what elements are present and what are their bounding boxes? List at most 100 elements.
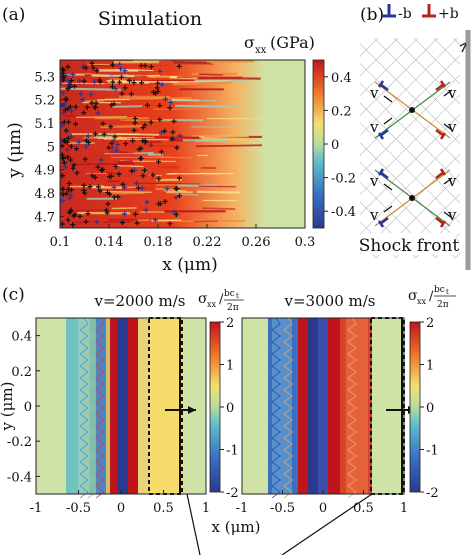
a-dislocation-marker (109, 145, 115, 151)
panel-c-xlabel: x (μm) (212, 518, 261, 536)
panel-a-yticks: 5.3 5.2 5.1 5 4.9 4.8 4.7 (34, 70, 64, 225)
a-dislocation-marker (173, 194, 179, 200)
a-ytick-label: 5.1 (34, 117, 55, 132)
a-dislocation-marker (77, 213, 83, 219)
a-dislocation-marker (162, 199, 168, 205)
velocity-label: v (447, 118, 457, 136)
velocity-label: v (369, 206, 379, 224)
panel-c-right-title: v=3000 m/s (284, 292, 376, 310)
a-streak (198, 76, 261, 80)
a-dislocation-marker (97, 188, 103, 194)
panel-a-colorbar-unit: (GPa) (270, 33, 315, 52)
a-streak (75, 116, 127, 119)
svg-text:xx: xx (207, 300, 217, 309)
a-dislocation-marker (65, 154, 71, 160)
a-streak (144, 97, 192, 100)
a-streak (98, 162, 135, 166)
a-xtick-label: 0.18 (144, 235, 173, 250)
a-dislocation-marker (110, 138, 116, 144)
svg-text:σ: σ (408, 288, 418, 304)
svg-text:2π: 2π (437, 300, 449, 310)
a-dislocation-marker (143, 207, 149, 213)
a-dislocation-marker (134, 180, 140, 186)
a-dislocation-marker (82, 156, 88, 162)
a-dislocation-marker (140, 138, 146, 144)
a-dislocation-marker (108, 124, 114, 130)
a-dislocation-marker (140, 125, 146, 131)
a-dislocation-marker (148, 64, 154, 70)
a-dislocation-marker (177, 133, 183, 139)
a-dislocation-marker (83, 144, 89, 150)
a-dislocation-marker (157, 103, 163, 109)
a-xtick-label: 0.22 (193, 235, 222, 250)
c-cbtick-label: 2 (226, 316, 234, 331)
velocity-label: v (369, 172, 379, 190)
shock-front-label: Shock front (359, 236, 460, 256)
a-dislocation-marker (71, 213, 77, 219)
c-xtick-label: -0.5 (270, 501, 295, 516)
a-dislocation-marker (157, 68, 163, 74)
neg-b-label: -b (398, 6, 412, 22)
panel-c-left-title: v=2000 m/s (94, 292, 186, 310)
a-dislocation-marker (92, 131, 98, 137)
a-dislocation-marker (70, 165, 76, 171)
c-cbtick-label: -2 (226, 486, 239, 501)
a-dislocation-marker (118, 74, 124, 80)
a-dislocation-marker (128, 91, 134, 97)
c-xtick-label: 0 (319, 501, 327, 516)
velocity-label: v (447, 84, 457, 102)
a-dislocation-marker (61, 110, 67, 116)
a-dislocation-marker (105, 190, 111, 196)
a-streak (198, 73, 224, 76)
c-xtick-label: 1 (202, 501, 210, 516)
a-dislocation-marker (132, 116, 138, 122)
a-xtick-label: 0.26 (242, 235, 271, 250)
a-dislocation-marker (61, 67, 67, 73)
a-dislocation-marker (122, 85, 128, 91)
a-dislocation-marker (94, 68, 100, 74)
a-dislocation-marker (92, 174, 98, 180)
a-dislocation-marker (122, 68, 128, 74)
a-dislocation-marker (121, 185, 127, 191)
a-streak (101, 190, 152, 193)
a-dislocation-marker (95, 184, 101, 190)
a-dislocation-marker (177, 193, 183, 199)
a-dislocation-marker (89, 173, 95, 179)
a-dislocation-marker (131, 80, 137, 86)
a-dislocation-marker (63, 97, 69, 103)
a-dislocation-marker (119, 91, 125, 97)
c-cbtick-label: -1 (426, 444, 439, 459)
panel-a-xticks: 0.1 0.14 0.18 0.22 0.26 0.3 (50, 224, 316, 250)
a-dislocation-marker (64, 147, 70, 153)
a-dislocation-marker (74, 170, 80, 176)
a-dislocation-marker (81, 182, 87, 188)
a-cbtick-label: 0.2 (331, 104, 352, 119)
a-streak (198, 185, 236, 188)
a-dislocation-marker (138, 155, 144, 161)
a-dislocation-marker (88, 91, 94, 97)
a-dislocation-marker (110, 79, 116, 85)
panel-a-colorbar-sub: xx (255, 45, 267, 56)
a-dislocation-marker (173, 211, 179, 217)
a-streak (190, 170, 215, 172)
a-ytick-label: 4.8 (34, 187, 55, 202)
a-ytick-label: 4.9 (34, 164, 55, 179)
a-dislocation-marker (65, 135, 71, 141)
a-dislocation-marker (89, 60, 95, 66)
svg-text:/: / (219, 292, 224, 307)
a-xtick-label: 0.3 (295, 235, 316, 250)
a-streak (158, 165, 180, 169)
velocity-label: v (369, 118, 379, 136)
a-streak (109, 151, 129, 154)
lattice-diagram (360, 30, 471, 270)
panel-c-right-colorbar: 2 1 0 -1 -2 (409, 316, 439, 501)
svg-text:t: t (446, 288, 449, 296)
c-fringe (347, 317, 357, 499)
a-dislocation-marker (155, 159, 161, 165)
a-dislocation-marker (73, 121, 79, 127)
a-dislocation-marker (117, 61, 123, 67)
a-dislocation-marker (158, 129, 164, 135)
c-xtick-label: 1 (400, 501, 408, 516)
a-dislocation-marker (69, 108, 75, 114)
a-dislocation-marker (66, 186, 72, 192)
